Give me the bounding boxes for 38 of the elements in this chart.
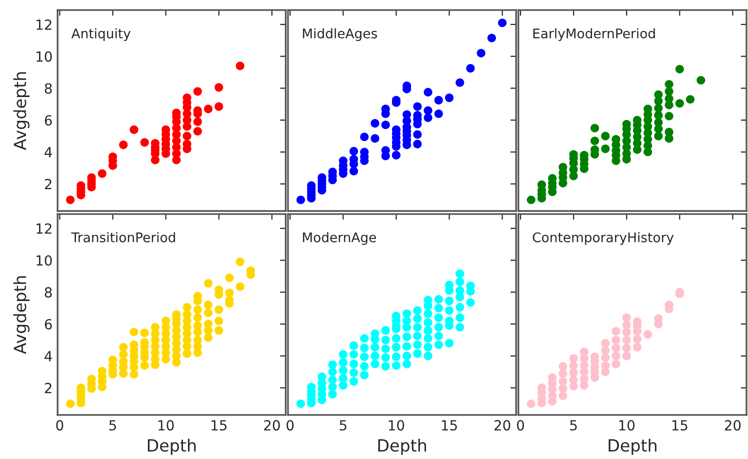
y-tick-label: 6: [44, 319, 52, 330]
x-tick-label: 0: [517, 420, 524, 431]
x-tick-label: 0: [286, 420, 294, 431]
x-tick-label: 5: [570, 420, 577, 431]
text: MiddleAges: [302, 28, 378, 41]
x-tick-label: 20: [724, 420, 741, 431]
y-tick-label: 10: [36, 51, 52, 62]
y-tick-label: 2: [44, 178, 52, 190]
x-tick-label: 0: [56, 420, 64, 431]
x-tick-label: 15: [212, 420, 226, 431]
y-tick-label: 4: [44, 147, 52, 158]
y-axis-title: Avgdepth: [13, 72, 30, 150]
x-tick-label: 5: [109, 420, 116, 431]
x-axis-title: Depth: [378, 438, 426, 455]
x-tick-label: 15: [442, 420, 457, 431]
x-tick-label: 10: [619, 420, 635, 431]
y-tick-label: 8: [44, 287, 52, 298]
x-tick-label: 5: [340, 420, 346, 431]
x-axis-title: Depth: [608, 438, 656, 455]
y-tick-label: 6: [44, 115, 52, 126]
x-axis-title: Depth: [148, 438, 196, 455]
y-tick-label: 12: [36, 223, 52, 234]
x-tick-label: 10: [158, 420, 174, 431]
y-tick-label: 10: [36, 255, 52, 266]
text: TransitionPeriod: [71, 232, 176, 242]
y-tick-label: 4: [44, 351, 52, 362]
x-tick-label: 20: [264, 420, 280, 431]
x-tick-label: 20: [494, 420, 510, 431]
text: ModernAge: [302, 232, 376, 245]
text: EarlyModernPeriod: [533, 28, 655, 41]
x-tick-label: 10: [388, 420, 404, 431]
text: ContemporaryHistory: [532, 232, 674, 245]
text: Antiquity: [71, 28, 131, 41]
y-tick-label: 2: [44, 382, 52, 394]
y-tick-label: 8: [44, 83, 52, 94]
y-tick-label: 12: [36, 19, 52, 30]
x-tick-label: 15: [672, 420, 688, 431]
y-axis-title: Avgdepth: [13, 276, 30, 354]
